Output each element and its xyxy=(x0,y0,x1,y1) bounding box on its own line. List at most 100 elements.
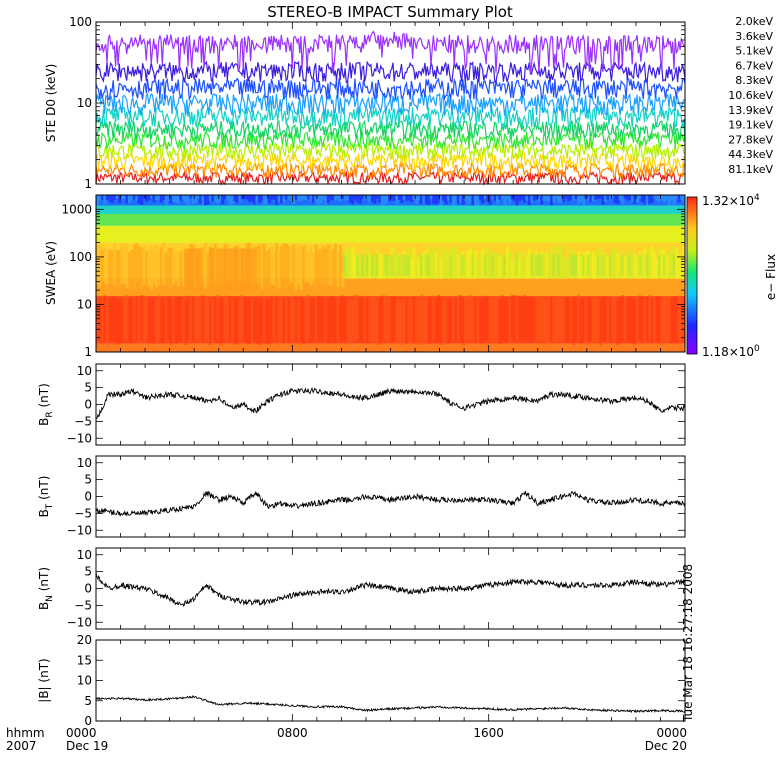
swea-streak xyxy=(378,252,382,279)
swea-streak xyxy=(316,195,320,206)
swea-streak xyxy=(397,195,401,201)
swea-streak xyxy=(626,296,630,342)
swea-streak xyxy=(581,195,585,205)
swea-streak xyxy=(297,195,301,201)
swea-streak xyxy=(503,296,507,342)
swea-streak xyxy=(304,296,308,342)
swea-streak xyxy=(125,243,129,289)
swea-streak xyxy=(604,195,608,202)
swea-streak xyxy=(554,299,558,344)
swea-streak xyxy=(432,247,436,279)
swea-streak xyxy=(98,244,102,288)
swea-streak xyxy=(540,296,544,342)
ste-series-5.1keV xyxy=(95,77,686,102)
swea-streak xyxy=(535,195,539,200)
bn-panel-ytick-label: −5 xyxy=(74,598,92,612)
ste-series-19.1keV xyxy=(95,141,686,162)
swea-streak xyxy=(385,195,389,203)
legend-entry: 3.6keV xyxy=(735,30,773,43)
swea-streak xyxy=(172,297,176,342)
swea-streak xyxy=(505,195,509,200)
swea-streak xyxy=(115,300,119,345)
swea-streak xyxy=(515,254,519,276)
swea-streak xyxy=(579,299,583,345)
swea-streak xyxy=(417,195,421,200)
swea-streak xyxy=(481,299,485,345)
swea-streak xyxy=(395,195,399,205)
swea-streak xyxy=(127,195,131,204)
swea-streak xyxy=(289,296,293,342)
swea-streak xyxy=(633,299,637,345)
swea-streak xyxy=(272,195,276,200)
swea-streak xyxy=(353,254,357,279)
swea-streak xyxy=(525,257,529,279)
swea-band xyxy=(96,205,685,214)
swea-streak xyxy=(498,256,502,279)
swea-streak xyxy=(100,295,104,341)
swea-streak xyxy=(584,195,588,199)
swea-streak xyxy=(228,248,232,291)
swea-streak xyxy=(461,254,465,276)
swea-streak xyxy=(633,195,637,204)
swea-streak xyxy=(567,297,571,343)
swea-streak xyxy=(577,294,581,340)
swea-streak xyxy=(260,243,264,290)
swea-streak xyxy=(336,296,340,341)
swea-streak xyxy=(368,254,372,279)
swea-streak xyxy=(616,253,620,279)
swea-streak xyxy=(380,295,384,341)
swea-streak xyxy=(437,246,441,279)
swea-streak xyxy=(311,252,316,283)
swea-streak xyxy=(260,195,264,201)
swea-streak xyxy=(405,195,409,201)
swea-streak xyxy=(98,195,102,202)
swea-streak xyxy=(385,297,389,343)
swea-streak xyxy=(208,300,212,345)
swea-streak xyxy=(255,195,259,204)
swea-streak xyxy=(496,297,500,342)
swea-streak xyxy=(442,246,446,279)
swea-streak xyxy=(118,250,122,289)
swea-streak xyxy=(613,195,617,204)
swea-streak xyxy=(191,248,195,291)
br-panel-ytick-label: 10 xyxy=(77,364,92,378)
swea-streak xyxy=(125,195,129,204)
xaxis-time-label: 0000 xyxy=(656,726,687,740)
swea-streak xyxy=(626,195,630,201)
swea-streak xyxy=(444,195,448,205)
swea-streak xyxy=(176,195,181,204)
swea-streak xyxy=(424,195,428,205)
swea-streak xyxy=(680,255,684,279)
swea-streak xyxy=(540,195,544,205)
swea-streak xyxy=(456,195,460,204)
ste-ylabel: STE D0 (keV) xyxy=(44,64,58,143)
swea-streak xyxy=(628,254,632,276)
swea-streak xyxy=(179,195,183,201)
swea-streak xyxy=(488,296,492,342)
bmag-panel-ylabel: |B| (nT) xyxy=(37,658,51,702)
swea-streak xyxy=(140,295,144,340)
swea-streak xyxy=(532,251,536,279)
swea-streak xyxy=(194,195,198,203)
swea-streak xyxy=(456,253,460,279)
swea-streak xyxy=(245,195,249,200)
swea-streak xyxy=(343,297,347,343)
swea-streak xyxy=(635,257,639,279)
swea-streak xyxy=(545,300,549,346)
br-panel-ylabel: BR (nT) xyxy=(37,383,55,426)
swea-streak xyxy=(282,195,286,203)
swea-streak xyxy=(238,248,242,284)
swea-streak xyxy=(608,195,612,200)
swea-streak xyxy=(118,298,122,344)
swea-streak xyxy=(233,299,237,344)
swea-ytick-label: 1000 xyxy=(61,202,92,216)
swea-streak xyxy=(415,195,419,205)
swea-streak xyxy=(346,195,350,201)
bmag-panel-ytick-label: 5 xyxy=(84,694,92,708)
swea-streak xyxy=(169,247,173,289)
swea-streak xyxy=(550,195,554,206)
swea-streak xyxy=(167,247,171,290)
swea-streak xyxy=(108,195,112,202)
swea-streak xyxy=(275,195,279,205)
swea-streak xyxy=(213,195,217,202)
